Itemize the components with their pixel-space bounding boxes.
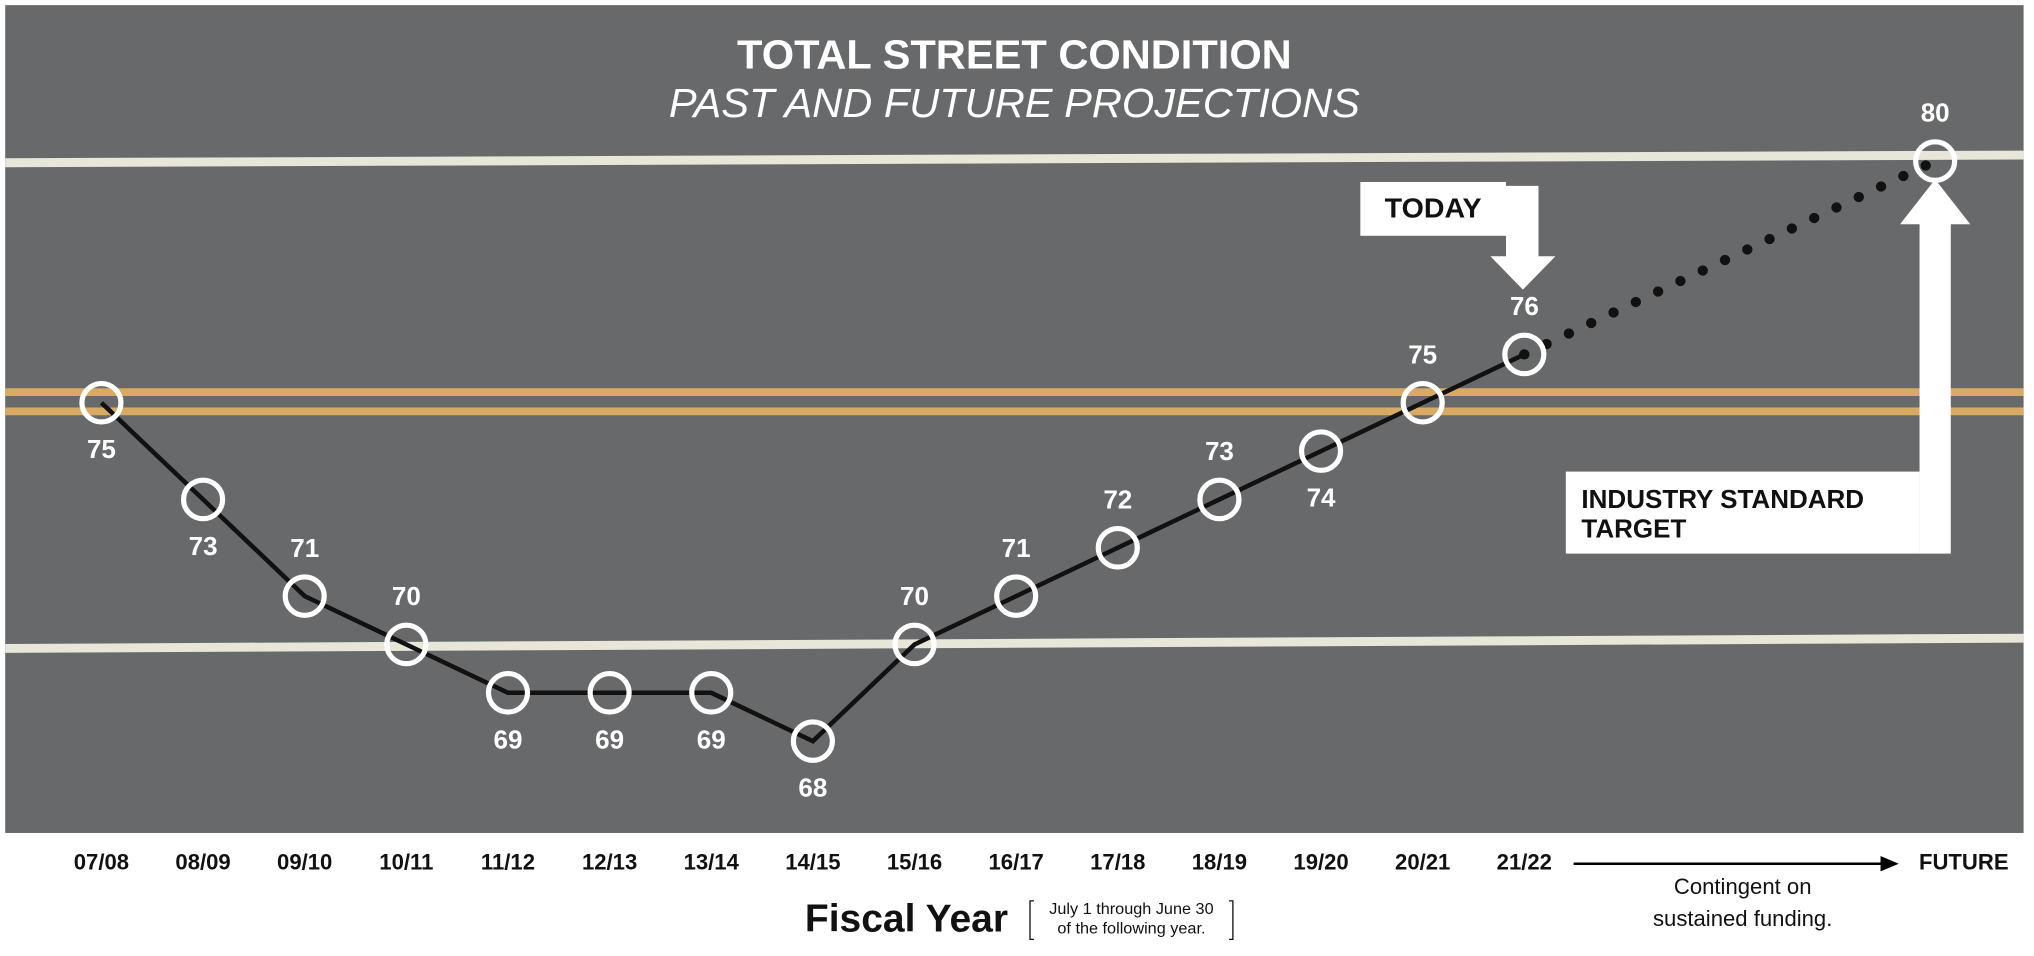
value-label: 71 — [1002, 535, 1031, 563]
x-tick-label: 12/13 — [582, 850, 637, 875]
x-tick-label: 16/17 — [989, 850, 1044, 875]
road — [5, 5, 2024, 833]
point — [1095, 526, 1140, 570]
x-tick-label: 11/12 — [481, 850, 535, 875]
value-label: 69 — [595, 726, 624, 754]
target-box — [1565, 471, 1920, 554]
point — [1913, 139, 1958, 183]
future-note: Contingent on — [1674, 874, 1812, 899]
value-label: 76 — [1510, 293, 1539, 321]
point — [790, 719, 835, 763]
x-tick-label: 10/11 — [379, 850, 433, 875]
future-arrowhead — [1880, 856, 1899, 872]
x-tick-label: 13/14 — [684, 850, 740, 875]
point — [485, 671, 531, 715]
value-label: 70 — [392, 583, 421, 611]
data-line — [99, 352, 1526, 744]
projection-line — [1519, 155, 1941, 360]
x-tick-label: FUTURE — [1919, 850, 2009, 875]
chart-title: TOTAL STREET CONDITION — [737, 32, 1292, 78]
value-label: 70 — [900, 583, 929, 611]
value-label: 69 — [697, 726, 726, 754]
value-label: 73 — [189, 533, 218, 561]
target-arrow — [1900, 179, 1971, 554]
value-label: 75 — [1408, 342, 1437, 370]
point — [282, 574, 327, 618]
x-tick-label: 07/08 — [74, 850, 129, 875]
x-axis-title: Fiscal Year — [805, 898, 1008, 941]
chart-subtitle: PAST AND FUTURE PROJECTIONS — [669, 80, 1361, 126]
x-tick-label: 19/20 — [1293, 850, 1348, 875]
today-label: TODAY — [1385, 193, 1482, 225]
point — [587, 671, 632, 715]
future-note: sustained funding. — [1653, 906, 1832, 931]
value-label: 68 — [798, 775, 827, 803]
road-line — [5, 150, 2024, 168]
value-label: 72 — [1103, 487, 1132, 515]
point — [79, 380, 124, 425]
road-line — [5, 633, 2024, 653]
value-label: 69 — [494, 726, 523, 754]
x-tick-label: 09/10 — [277, 850, 332, 875]
point — [1502, 332, 1547, 377]
point — [180, 477, 226, 522]
x-axis-note: July 1 through June 30 — [1049, 900, 1213, 918]
point — [1400, 380, 1445, 425]
value-label: 75 — [87, 436, 116, 464]
value-label: 73 — [1205, 438, 1234, 466]
point — [384, 622, 429, 667]
value-label: 71 — [290, 535, 319, 563]
x-tick-label: 14/15 — [785, 850, 840, 875]
x-tick-label: 08/09 — [175, 850, 230, 875]
today-box — [1360, 181, 1506, 236]
point — [689, 671, 734, 715]
note-bracket — [1029, 900, 1234, 940]
today-arrow — [1490, 185, 1556, 290]
x-tick-label: 17/18 — [1090, 850, 1145, 875]
point — [1197, 477, 1242, 522]
value-label: 80 — [1921, 100, 1950, 128]
point — [1298, 429, 1344, 473]
target-label: TARGET — [1581, 515, 1686, 543]
x-tick-label: 18/19 — [1192, 850, 1247, 875]
x-axis-note: of the following year. — [1057, 919, 1205, 937]
x-tick-label: 21/22 — [1497, 850, 1552, 875]
point — [892, 622, 937, 667]
x-tick-label: 15/16 — [887, 850, 942, 875]
x-tick-label: 20/21 — [1395, 850, 1450, 875]
target-label: INDUSTRY STANDARD — [1581, 486, 1864, 514]
point — [994, 574, 1039, 618]
value-label: 74 — [1307, 485, 1337, 513]
